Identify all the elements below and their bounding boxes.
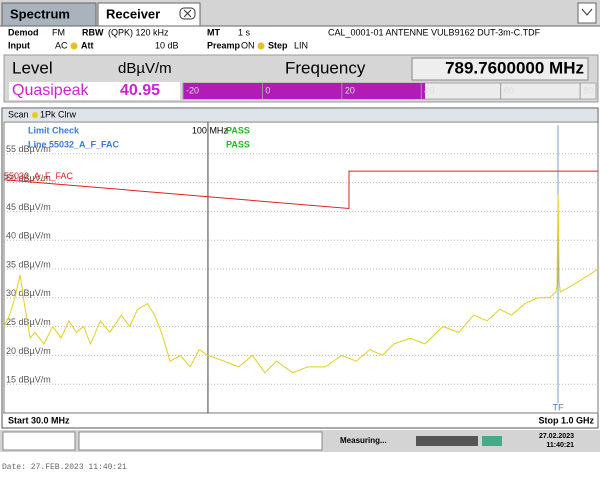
trace-name: 1Pk Clrw [40, 109, 77, 119]
meter-bar [183, 83, 426, 99]
progress [416, 436, 478, 446]
label: RBW [82, 27, 104, 37]
label: Att [81, 40, 94, 50]
detector: Quasipeak [12, 82, 89, 99]
level-value: 40.95 [120, 82, 160, 99]
value: 10 dB [155, 40, 179, 50]
label: Demod [8, 27, 39, 37]
limit-check: Limit Check [28, 125, 80, 135]
value: FM [52, 27, 65, 37]
status-field [78, 431, 323, 451]
label: Preamp [207, 40, 241, 50]
status-state: Measuring... [340, 436, 387, 445]
value: AC [55, 40, 68, 50]
marker-label: TF [553, 402, 564, 412]
level-unit: dBµV/m [118, 60, 172, 77]
close-icon [183, 9, 192, 18]
x-tick-label: 100 MHz [192, 125, 229, 135]
status-time: 11:40:21 [546, 442, 574, 449]
value: LIN [294, 40, 308, 50]
y-tick-label: 55 dBµV/m [6, 144, 51, 154]
result: PASS [226, 139, 250, 149]
panel-title: Scan [8, 109, 29, 119]
value: 1 s [238, 27, 251, 37]
start-frequency: Start 30.0 MHz [8, 415, 70, 425]
y-tick-label: 25 dBµV/m [6, 317, 51, 327]
y-tick-label: 50 dBµV/m [6, 173, 51, 183]
value: (QPK) 120 kHz [108, 27, 169, 37]
trace-indicator [32, 112, 38, 118]
plot-area [3, 121, 599, 414]
meter-tick-label: 60 [504, 85, 514, 95]
menu-icon[interactable] [577, 2, 597, 24]
icon [482, 436, 502, 446]
y-tick-label: 45 dBµV/m [6, 202, 51, 212]
frequency-value: 789.7600000 MHz [445, 58, 584, 77]
meter-tick-label: 80 [583, 85, 593, 95]
value: CAL_0001-01 ANTENNE VULB9162 DUT-3m-C.TD… [328, 27, 541, 37]
frequency-box [411, 57, 589, 81]
limit-label: 55032_A_F_FAC [4, 171, 74, 181]
y-tick-label: 40 dBµV/m [6, 231, 51, 241]
trace [3, 194, 599, 374]
y-tick-label: 15 dBµV/m [6, 375, 51, 385]
frequency-label: Frequency [285, 58, 366, 77]
tab-label: Receiver [106, 6, 160, 21]
footer: Date: 27.FEB.2023 11:40:21 [2, 463, 127, 472]
meter-tick-label: 0 [265, 85, 270, 95]
meter-tick-label: 20 [345, 85, 355, 95]
status-date: 27.02.2023 [539, 433, 574, 440]
menu-icon [581, 8, 593, 16]
meter-tick-label: 40 [424, 85, 434, 95]
detector-box [9, 82, 180, 100]
indicator [70, 42, 78, 50]
meter-tick-label: -20 [186, 85, 199, 95]
status-field [2, 431, 76, 451]
indicator [257, 42, 265, 50]
stop-frequency: Stop 1.0 GHz [538, 415, 594, 425]
y-tick-label: 20 dBµV/m [6, 346, 51, 356]
y-tick-label: 35 dBµV/m [6, 259, 51, 269]
result: PASS [226, 125, 250, 135]
value: ON [241, 40, 255, 50]
limit-line [3, 170, 598, 210]
label: MT [207, 27, 220, 37]
label: Input [8, 40, 30, 50]
limit-line: Line 55032_A_F_FAC [28, 139, 120, 149]
tab-label: Spectrum [10, 6, 70, 21]
level-label: Level [12, 58, 53, 77]
y-tick-label: 30 dBµV/m [6, 288, 51, 298]
label: Step [268, 40, 288, 50]
panel-header [3, 109, 597, 121]
